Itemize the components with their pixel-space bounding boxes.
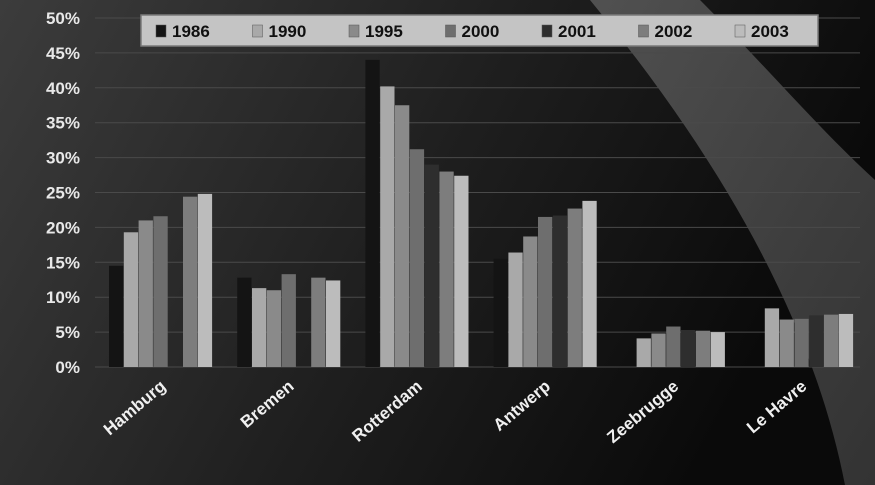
- bar-rotterdam-1986: [365, 59, 380, 367]
- y-axis: 0% 5% 10% 15% 20% 25% 30% 35% 40% 45% 50%: [46, 9, 80, 377]
- legend-label: 2003: [751, 22, 789, 41]
- bar-zeebrugge-1995: [651, 333, 666, 367]
- bar-zeebrugge-1990: [636, 338, 651, 367]
- bar-bremen-1995: [266, 290, 282, 367]
- background-swoosh: [590, 0, 875, 485]
- y-tick-label: 45%: [46, 44, 80, 63]
- bar-bremen-2002: [311, 277, 326, 367]
- legend-swatch: [445, 24, 456, 38]
- bar-antwerp-2000: [538, 216, 553, 367]
- y-tick-label: 5%: [55, 323, 80, 342]
- bar-antwerp-2003: [582, 200, 597, 367]
- bar-le-havre-2000: [794, 318, 809, 367]
- y-tick-label: 15%: [46, 253, 80, 272]
- legend-label: 2000: [462, 22, 500, 41]
- bar-hamburg-1995: [138, 220, 153, 367]
- bar-antwerp-1986: [493, 258, 508, 367]
- bar-antwerp-1995: [523, 236, 538, 367]
- legend-swatch: [348, 24, 360, 38]
- y-tick-label: 0%: [55, 358, 80, 377]
- bar-zeebrugge-2000: [666, 326, 681, 367]
- legend-swatch: [155, 24, 167, 38]
- bar-antwerp-2002: [567, 208, 582, 367]
- bar-rotterdam-2000: [409, 149, 425, 367]
- bar-hamburg-1986: [109, 265, 124, 367]
- bar-hamburg-2003: [197, 193, 213, 367]
- y-tick-label: 20%: [46, 218, 80, 237]
- legend: 1986 1990 1995 2000 2001 2002 2003: [140, 14, 819, 47]
- legend-label: 2002: [655, 22, 693, 41]
- y-tick-label: 35%: [46, 114, 80, 133]
- legend-label: 1990: [269, 22, 307, 41]
- legend-label: 1986: [172, 22, 210, 41]
- legend-swatch: [734, 24, 746, 38]
- bar-rotterdam-2003: [454, 175, 469, 367]
- bars: [109, 59, 854, 368]
- bar-le-havre-2001: [809, 315, 824, 367]
- bar-bremen-2000: [281, 274, 296, 367]
- bar-bremen-1990: [252, 288, 267, 367]
- bar-le-havre-2003: [838, 313, 854, 367]
- bar-le-havre-1995: [779, 319, 794, 367]
- bar-zeebrugge-2003: [710, 332, 725, 367]
- bar-hamburg-2002: [183, 196, 198, 367]
- bar-zeebrugge-2001: [681, 330, 696, 367]
- y-tick-label: 30%: [46, 149, 80, 168]
- y-tick-label: 50%: [46, 9, 80, 28]
- bar-le-havre-2002: [824, 314, 839, 367]
- bar-antwerp-1990: [508, 252, 523, 367]
- y-tick-label: 40%: [46, 79, 80, 98]
- bar-rotterdam-1995: [395, 105, 410, 367]
- bar-zeebrugge-2002: [695, 330, 711, 367]
- bar-rotterdam-2001: [424, 164, 439, 367]
- bar-bremen-1986: [237, 277, 252, 367]
- bar-hamburg-1990: [123, 232, 139, 367]
- legend-swatch: [541, 24, 553, 38]
- bar-antwerp-2001: [552, 215, 568, 367]
- bar-hamburg-2000: [153, 216, 168, 367]
- bar-bremen-2003: [326, 280, 341, 367]
- legend-label: 2001: [558, 22, 596, 41]
- bar-rotterdam-1990: [380, 86, 395, 368]
- bar-rotterdam-2002: [439, 171, 454, 367]
- legend-label: 1995: [365, 22, 403, 41]
- legend-swatch: [252, 24, 263, 38]
- y-tick-label: 25%: [46, 184, 80, 203]
- legend-swatch: [638, 24, 649, 38]
- bar-le-havre-1990: [764, 308, 780, 367]
- y-tick-label: 10%: [46, 288, 80, 307]
